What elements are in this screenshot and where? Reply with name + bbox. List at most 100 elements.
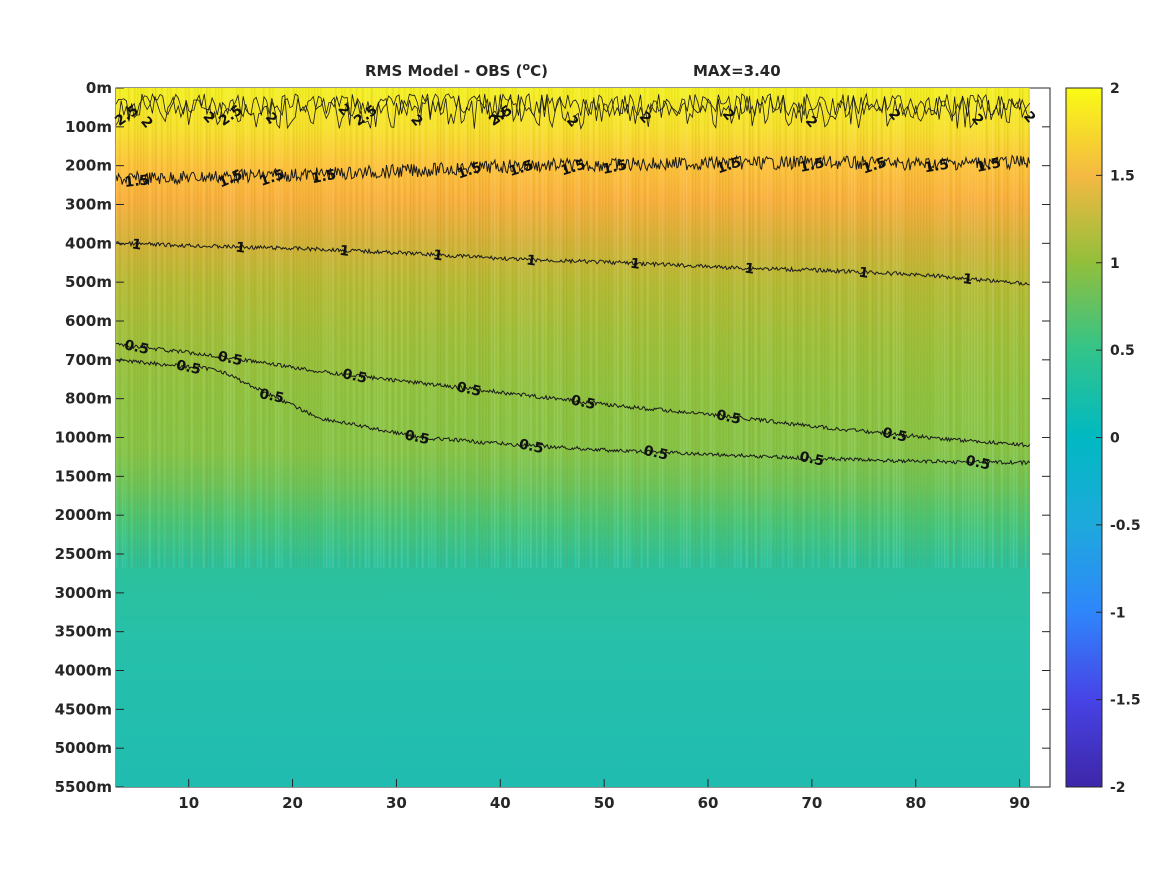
- texture-stripe: [551, 88, 553, 568]
- texture-stripe: [989, 88, 991, 568]
- texture-stripe: [125, 88, 127, 568]
- texture-stripe: [632, 88, 634, 568]
- contour-label: 0.5: [403, 427, 431, 448]
- texture-stripe: [449, 88, 451, 568]
- texture-stripe: [305, 88, 307, 568]
- texture-stripe: [560, 88, 562, 568]
- texture-stripe: [434, 88, 436, 568]
- texture-stripe: [215, 88, 217, 568]
- texture-stripe: [368, 88, 370, 568]
- texture-stripe: [710, 88, 712, 568]
- texture-stripe: [446, 88, 448, 568]
- texture-stripe: [401, 88, 403, 568]
- texture-stripe: [866, 88, 868, 568]
- texture-stripe: [572, 88, 574, 568]
- texture-stripe: [635, 88, 637, 568]
- texture-stripe: [617, 88, 619, 568]
- texture-stripe: [1025, 88, 1027, 568]
- texture-stripe: [887, 88, 889, 568]
- y-tick-label: 700m: [65, 351, 112, 369]
- texture-stripe: [239, 88, 241, 568]
- texture-stripe: [830, 88, 832, 568]
- texture-stripe: [323, 88, 325, 568]
- texture-stripe: [470, 88, 472, 568]
- y-tick-label: 3000m: [55, 584, 112, 602]
- texture-stripe: [311, 88, 313, 568]
- texture-stripe: [731, 88, 733, 568]
- texture-stripe: [581, 88, 583, 568]
- y-tick-label: 500m: [65, 273, 112, 291]
- texture-stripe: [908, 88, 910, 568]
- texture-stripe: [188, 88, 190, 568]
- texture-stripe: [974, 88, 976, 568]
- contour-label: 1: [629, 256, 641, 273]
- texture-stripe: [173, 88, 175, 568]
- contour-label: 0.5: [715, 407, 743, 428]
- texture-stripe: [824, 88, 826, 568]
- texture-stripe: [221, 88, 223, 568]
- texture-stripe: [1010, 88, 1012, 568]
- texture-stripe: [170, 88, 172, 568]
- texture-stripe: [212, 88, 214, 568]
- texture-stripe: [452, 88, 454, 568]
- texture-stripe: [707, 88, 709, 568]
- texture-stripe: [737, 88, 739, 568]
- texture-stripe: [719, 88, 721, 568]
- texture-stripe: [575, 88, 577, 568]
- title-main: RMS Model - OBS (: [365, 62, 523, 80]
- texture-stripe: [233, 88, 235, 568]
- texture-stripe: [326, 88, 328, 568]
- contour-label: 0.5: [455, 379, 483, 400]
- texture-stripe: [902, 88, 904, 568]
- texture-stripe: [467, 88, 469, 568]
- y-tick-label: 300m: [65, 196, 112, 214]
- y-tick-label: 2000m: [55, 506, 112, 524]
- contour-label: 1.5: [601, 157, 629, 178]
- texture-stripe: [896, 88, 898, 568]
- colorbar-tick-label: -1: [1110, 605, 1126, 621]
- texture-stripe: [929, 88, 931, 568]
- texture-stripe: [482, 88, 484, 568]
- texture-stripe: [878, 88, 880, 568]
- texture-stripe: [950, 88, 952, 568]
- texture-stripe: [407, 88, 409, 568]
- contour-label: 1: [743, 261, 755, 278]
- contour-label: 1: [432, 247, 444, 264]
- texture-stripe: [317, 88, 319, 568]
- texture-stripe: [890, 88, 892, 568]
- texture-stripe: [428, 88, 430, 568]
- contour-label: 1.5: [310, 167, 337, 187]
- texture-stripe: [185, 88, 187, 568]
- contour-line-1: [116, 240, 1030, 286]
- texture-stripe: [476, 88, 478, 568]
- texture-stripe: [587, 88, 589, 568]
- texture-stripe: [518, 88, 520, 568]
- texture-stripe: [842, 88, 844, 568]
- texture-stripe: [995, 88, 997, 568]
- texture-stripe: [206, 88, 208, 568]
- texture-stripe: [656, 88, 658, 568]
- texture-stripe: [767, 88, 769, 568]
- texture-stripe: [869, 88, 871, 568]
- texture-stripe: [524, 88, 526, 568]
- texture-stripe: [314, 88, 316, 568]
- texture-stripe: [1022, 88, 1024, 568]
- texture-stripe: [158, 88, 160, 568]
- y-tick-label: 0m: [86, 79, 112, 97]
- heatmap-texture: [116, 88, 1030, 568]
- texture-stripe: [791, 88, 793, 568]
- texture-stripe: [266, 88, 268, 568]
- x-tick-label: 60: [698, 794, 719, 812]
- texture-stripe: [815, 88, 817, 568]
- texture-stripe: [497, 88, 499, 568]
- texture-stripe: [605, 88, 607, 568]
- texture-stripe: [179, 88, 181, 568]
- contour-label: 0.5: [569, 392, 597, 413]
- contour-label: 1: [338, 243, 350, 260]
- contour-label: 0.5: [642, 443, 670, 464]
- texture-stripe: [851, 88, 853, 568]
- contour-label: 1: [858, 265, 870, 282]
- texture-stripe: [227, 88, 229, 568]
- texture-stripe: [242, 88, 244, 568]
- y-tick-label: 3500m: [55, 623, 112, 641]
